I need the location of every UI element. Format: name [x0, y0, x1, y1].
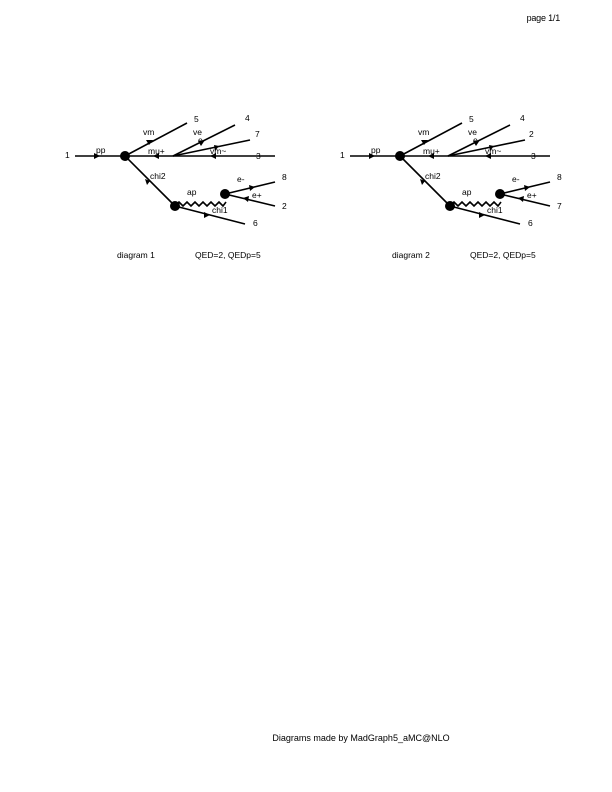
label-ext4: 4 [245, 113, 250, 123]
label-chi1: chi1 [487, 205, 503, 215]
label-ext6: 6 [253, 218, 258, 228]
arrow-e-minus [249, 185, 255, 191]
label-vm-tilde: vm~ [210, 146, 226, 156]
arrow-e [214, 145, 219, 151]
label-chi2: chi2 [150, 171, 166, 181]
arrow-e-plus [243, 196, 249, 202]
label-ext5: 5 [469, 114, 474, 124]
line-e [447, 139, 526, 157]
vertex-3 [495, 189, 505, 199]
arrow-vm-tilde [210, 153, 216, 159]
label-chi2: chi2 [425, 171, 441, 181]
footer-credit: Diagrams made by MadGraph5_aMC@NLO [272, 733, 450, 743]
vertex-3 [220, 189, 230, 199]
label-mu-plus: mu+ [423, 146, 440, 156]
arrow-chi1 [479, 212, 485, 218]
label-ext5: 5 [194, 114, 199, 124]
label-ext4: 4 [520, 113, 525, 123]
label-e-minus: e- [237, 174, 245, 184]
label-chi1: chi1 [212, 205, 228, 215]
diagram-1-graphic: 1 pp vm 5 ve 4 e 7 mu+ vm~ 3 chi2 ap e- … [65, 113, 287, 228]
arrow-ve [198, 140, 205, 146]
label-ext7: 7 [255, 129, 260, 139]
feynman-diagram-1: 1 pp vm 5 ve 4 e 7 mu+ vm~ 3 chi2 ap e- … [65, 105, 305, 275]
label-ext3: 3 [531, 151, 536, 161]
label-vm: vm [143, 127, 154, 137]
diagram-2-caption-right: QED=2, QEDp=5 [470, 250, 536, 260]
label-ve: ve [468, 127, 477, 137]
label-e: e [198, 135, 203, 145]
label-ap: ap [462, 187, 472, 197]
vertex-1 [395, 151, 405, 161]
diagram-2-graphic: 1 pp vm 5 ve 4 e 2 mu+ vm~ 3 chi2 ap e- … [340, 113, 562, 228]
arrow-pp [369, 153, 375, 159]
label-pp: pp [96, 145, 106, 155]
arrow-vm [146, 140, 153, 145]
feynman-diagram-2: 1 pp vm 5 ve 4 e 2 mu+ vm~ 3 chi2 ap e- … [340, 105, 580, 275]
label-pp: pp [371, 145, 381, 155]
label-ve: ve [193, 127, 202, 137]
arrow-mu-plus [428, 153, 434, 159]
photon-ap [449, 200, 502, 208]
diagram-2-caption-left: diagram 2 [392, 250, 430, 260]
arrow-pp [94, 153, 100, 159]
vertex-1 [120, 151, 130, 161]
label-ext2: 2 [282, 201, 287, 211]
arrow-ve [473, 140, 480, 146]
vertex-2 [170, 201, 180, 211]
label-ext2: 2 [529, 129, 534, 139]
arrow-chi2 [420, 179, 425, 185]
label-e-minus: e- [512, 174, 520, 184]
label-ext1: 1 [65, 150, 70, 160]
label-e-plus: e+ [527, 190, 537, 200]
page-number: page 1/1 [526, 13, 561, 23]
arrow-vm [421, 140, 428, 145]
diagram-1-caption-right: QED=2, QEDp=5 [195, 250, 261, 260]
vertex-2 [445, 201, 455, 211]
arrow-e-minus [524, 185, 530, 191]
line-vm [124, 122, 188, 157]
label-vm: vm [418, 127, 429, 137]
line-e-plus [224, 193, 276, 207]
label-ext1: 1 [340, 150, 345, 160]
line-e [172, 139, 251, 157]
arrow-chi1 [204, 212, 210, 218]
label-e: e [473, 135, 478, 145]
label-mu-plus: mu+ [148, 146, 165, 156]
label-vm-tilde: vm~ [485, 146, 501, 156]
arrow-e [489, 145, 494, 151]
diagram-1-caption-left: diagram 1 [117, 250, 155, 260]
label-ext8: 8 [282, 172, 287, 182]
label-ap: ap [187, 187, 197, 197]
label-ext6: 6 [528, 218, 533, 228]
arrow-mu-plus [153, 153, 159, 159]
arrow-vm-tilde [485, 153, 491, 159]
photon-ap [174, 200, 227, 208]
label-ext3: 3 [256, 151, 261, 161]
line-e-plus [499, 193, 551, 207]
arrow-chi2 [145, 179, 150, 185]
label-ext7: 7 [557, 201, 562, 211]
label-e-plus: e+ [252, 190, 262, 200]
line-vm [399, 122, 463, 157]
arrow-e-plus [518, 196, 524, 202]
label-ext8: 8 [557, 172, 562, 182]
